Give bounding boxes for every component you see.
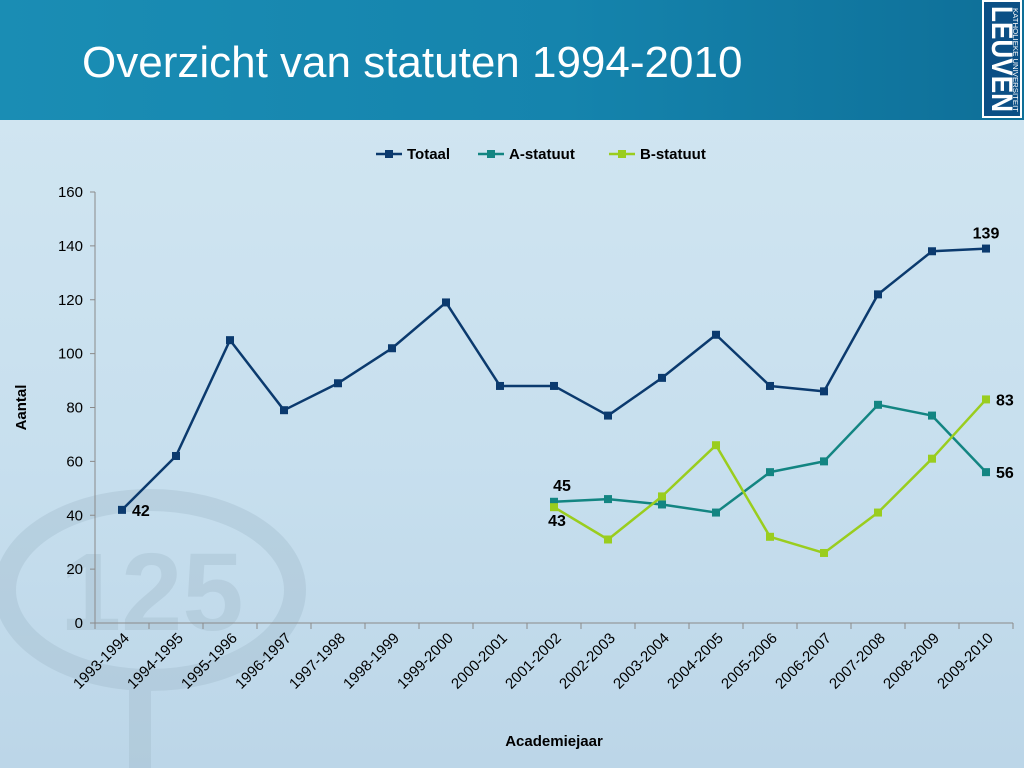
data-point bbox=[496, 381, 504, 390]
x-tick-label: 2002-2003 bbox=[556, 630, 619, 693]
x-tick-label: 1998-1999 bbox=[340, 630, 403, 693]
y-tick-label: 100 bbox=[58, 346, 83, 363]
x-tick-label: 2005-2006 bbox=[718, 630, 781, 693]
slide-header: Overzicht van statuten 1994-2010 LEUVEN … bbox=[0, 0, 1024, 120]
data-point bbox=[442, 298, 450, 307]
data-point bbox=[604, 495, 612, 504]
y-tick-label: 20 bbox=[66, 561, 83, 578]
data-point bbox=[712, 330, 720, 339]
y-tick-label: 160 bbox=[58, 184, 83, 201]
watermark-seal: 125 bbox=[0, 489, 306, 768]
slide-title: Overzicht van statuten 1994-2010 bbox=[82, 38, 743, 87]
ku-leuven-logo: LEUVEN KATHOLIEKE UNIVERSITEIT bbox=[982, 0, 1022, 118]
data-point bbox=[766, 381, 774, 390]
x-tick-label: 2003-2004 bbox=[610, 630, 673, 693]
data-point bbox=[874, 290, 882, 299]
data-point bbox=[334, 379, 342, 388]
x-axis-title: Academiejaar bbox=[505, 733, 603, 750]
line-chart: Totaal A-statuut B-statuut 42 139 45 43 83 56 0… bbox=[13, 146, 1014, 750]
data-label: 43 bbox=[548, 513, 566, 530]
x-tick-label: 2007-2008 bbox=[826, 630, 889, 693]
data-label: 42 bbox=[132, 503, 150, 520]
y-tick-label: 0 bbox=[75, 615, 83, 632]
logo-lettering: LEUVEN KATHOLIEKE UNIVERSITEIT bbox=[985, 6, 1018, 113]
y-tick-label: 120 bbox=[58, 292, 83, 309]
logo-sub-text: KATHOLIEKE UNIVERSITEIT bbox=[1011, 8, 1018, 113]
data-point bbox=[874, 508, 882, 517]
data-point bbox=[604, 535, 612, 544]
y-tick-label: 80 bbox=[66, 400, 83, 417]
x-tick-label: 1994-1995 bbox=[124, 630, 187, 693]
x-tick-label: 1993-1994 bbox=[70, 630, 133, 693]
data-point bbox=[874, 400, 882, 409]
data-point bbox=[118, 505, 126, 514]
data-point bbox=[982, 468, 990, 477]
series-line bbox=[553, 403, 987, 514]
y-tick-label: 40 bbox=[66, 507, 83, 524]
watermark-number: 125 bbox=[60, 531, 244, 654]
x-tick-label: 2001-2002 bbox=[502, 630, 565, 693]
x-tick-label: 2006-2007 bbox=[772, 630, 835, 693]
x-tick-label: 2008-2009 bbox=[880, 630, 943, 693]
data-labels: 42 139 45 43 83 56 bbox=[132, 226, 1014, 531]
data-point bbox=[172, 451, 180, 460]
data-label: 139 bbox=[973, 226, 1000, 243]
y-axis-title: Aantal bbox=[13, 385, 30, 431]
chart-axes: 0204060801001201401601993-19941994-19951… bbox=[13, 184, 1014, 750]
data-point bbox=[226, 336, 234, 345]
chart-legend: Totaal A-statuut B-statuut bbox=[376, 146, 706, 163]
legend-label: A-statuut bbox=[509, 146, 575, 163]
x-tick-label: 1995-1996 bbox=[178, 630, 241, 693]
x-tick-label: 2009-2010 bbox=[934, 630, 997, 693]
y-tick-label: 140 bbox=[58, 238, 83, 255]
legend-marker bbox=[385, 150, 393, 158]
series-line bbox=[121, 247, 987, 511]
data-point bbox=[550, 497, 558, 506]
chart-series bbox=[118, 244, 990, 557]
data-point bbox=[658, 500, 666, 509]
data-point bbox=[982, 244, 990, 253]
x-tick-label: 2000-2001 bbox=[448, 630, 511, 693]
data-point bbox=[712, 441, 720, 450]
data-point bbox=[388, 344, 396, 353]
data-point bbox=[928, 454, 936, 463]
legend-label: Totaal bbox=[407, 146, 450, 163]
data-label: 56 bbox=[996, 465, 1014, 482]
x-tick-label: 1996-1997 bbox=[232, 630, 295, 693]
data-point bbox=[820, 387, 828, 396]
data-point bbox=[820, 457, 828, 466]
data-point bbox=[280, 406, 288, 415]
data-label: 83 bbox=[996, 392, 1014, 409]
data-point bbox=[604, 411, 612, 420]
legend-label: B-statuut bbox=[640, 146, 706, 163]
data-point bbox=[658, 492, 666, 501]
data-point bbox=[712, 508, 720, 517]
x-tick-label: 1997-1998 bbox=[286, 630, 349, 693]
x-tick-label: 1999-2000 bbox=[394, 630, 457, 693]
data-point bbox=[766, 468, 774, 477]
y-tick-label: 60 bbox=[66, 453, 83, 470]
data-point bbox=[982, 395, 990, 404]
logo-main-text: LEUVEN bbox=[985, 6, 1018, 112]
data-point bbox=[550, 381, 558, 390]
legend-marker bbox=[487, 150, 495, 158]
legend-marker bbox=[618, 150, 626, 158]
series-line bbox=[553, 398, 987, 555]
data-point bbox=[820, 548, 828, 557]
data-point bbox=[928, 247, 936, 256]
data-point bbox=[550, 503, 558, 512]
data-point bbox=[658, 373, 666, 382]
x-tick-label: 2004-2005 bbox=[664, 630, 727, 693]
data-label: 45 bbox=[553, 478, 571, 495]
data-point bbox=[928, 411, 936, 420]
data-point bbox=[766, 532, 774, 541]
